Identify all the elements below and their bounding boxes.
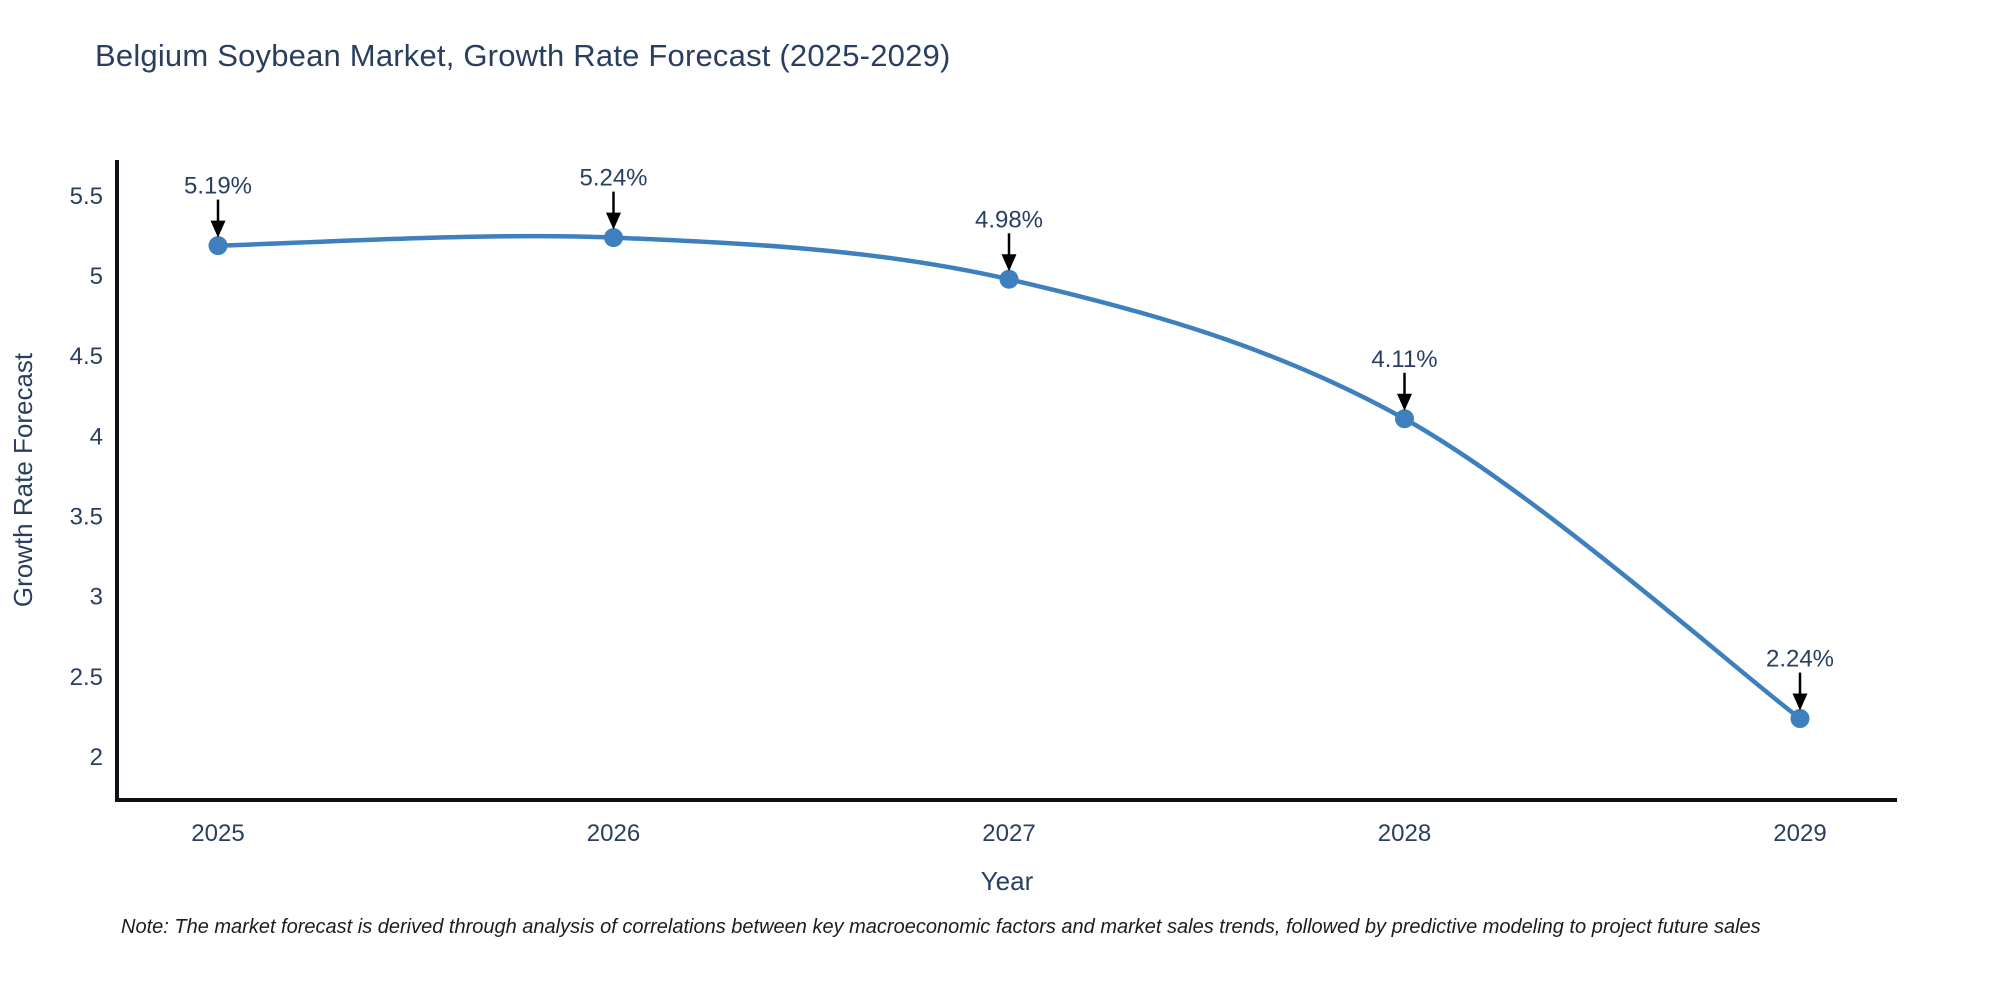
y-tick-label: 3 — [90, 584, 103, 611]
x-tick-label: 2027 — [982, 820, 1035, 847]
x-tick-label: 2025 — [191, 820, 244, 847]
annotation-label: 5.24% — [579, 165, 647, 192]
y-tick-label: 3.5 — [70, 504, 103, 531]
data-point-marker — [604, 228, 623, 248]
chart-title: Belgium Soybean Market, Growth Rate Fore… — [95, 38, 951, 73]
y-tick-label: 5.5 — [70, 183, 103, 210]
y-tick-label: 4.5 — [70, 343, 103, 370]
methodology-note: Note: The market forecast is derived thr… — [121, 916, 1761, 938]
series-line — [215, 233, 1803, 721]
x-axis-title: Year — [981, 866, 1034, 896]
annotation-label: 5.19% — [184, 173, 252, 200]
annotation-label: 2.24% — [1766, 646, 1834, 673]
y-tick-label: 4 — [90, 423, 103, 450]
annotation-label: 4.11% — [1371, 346, 1437, 373]
annotation-arrowhead — [606, 212, 621, 230]
annotation-label: 4.98% — [975, 206, 1043, 233]
data-point-marker — [208, 236, 228, 256]
x-tick-label: 2029 — [1773, 820, 1826, 847]
x-tick-label: 2026 — [587, 820, 640, 847]
x-tick-label: 2028 — [1378, 820, 1431, 847]
annotation-arrowhead — [1397, 393, 1412, 411]
y-axis-title: Growth Rate Forecast — [8, 352, 38, 607]
data-point-marker — [1790, 709, 1810, 729]
y-tick-label: 2.5 — [70, 664, 103, 691]
annotation-arrowhead — [1001, 254, 1017, 272]
y-tick-label: 2 — [90, 744, 103, 771]
annotation-arrowhead — [210, 220, 226, 238]
annotation-arrowhead — [1792, 693, 1808, 711]
y-tick-label: 5 — [90, 263, 103, 290]
data-point-marker — [1395, 409, 1414, 429]
data-point-marker — [999, 269, 1019, 289]
